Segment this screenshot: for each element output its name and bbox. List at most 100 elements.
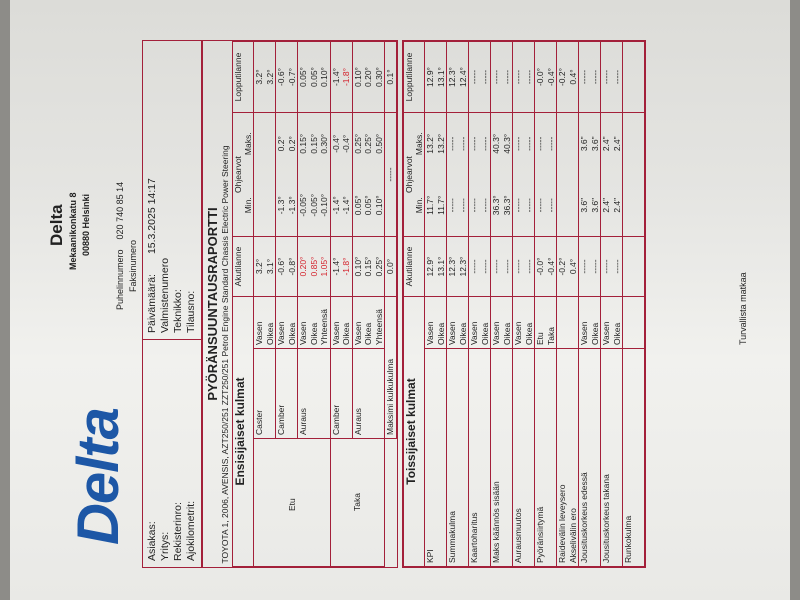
max-value: 0.50° xyxy=(373,133,384,154)
col-max: Maks. xyxy=(414,112,425,175)
side-label: Oikea xyxy=(457,322,468,345)
col-current: Akutilanne xyxy=(403,236,425,297)
max-value: 0.15° xyxy=(298,133,308,154)
table-row: KPI Vasen Oikea 12.9° 13.1° 11.7° 11.7° 13.2° 13… xyxy=(424,41,447,567)
max-value: 3.6" xyxy=(579,136,589,152)
final-value: 0.10° xyxy=(352,67,363,87)
table-row: Etu Caster Vasen Oikea 3.2° 3.1° 3.2° 3.2° xyxy=(253,41,330,567)
customer-field-label: Ajokilometrit: xyxy=(185,500,197,561)
current-value: 0.20° xyxy=(298,256,308,277)
max-value: 13.2° xyxy=(425,133,435,154)
max-value: ----- xyxy=(513,136,523,151)
angle-label: Runkokulma xyxy=(623,515,633,563)
side-label: Yhteensä xyxy=(373,309,384,345)
side-label: Oikea xyxy=(479,322,490,345)
min-value: 0.05° xyxy=(363,195,373,216)
side-label: Oikea xyxy=(308,322,319,345)
max-value: -0.4° xyxy=(341,134,351,153)
current-value: 12.9° xyxy=(425,256,435,277)
side-label: Vasen xyxy=(254,321,264,345)
report-title: PYÖRÄNSUUNTAUSRAPORTTI xyxy=(205,207,220,401)
final-value: 0.30° xyxy=(373,67,384,87)
angle-label: Akselivälin ero xyxy=(567,508,578,563)
side-label: Oikea xyxy=(611,322,622,345)
current-value: -0.6° xyxy=(276,257,286,276)
min-value: 36.3° xyxy=(491,195,501,216)
max-value: ----- xyxy=(447,136,457,151)
side-label: Vasen xyxy=(491,321,501,345)
angle-label: Auraus xyxy=(297,348,330,439)
final-value: -1.4° xyxy=(330,67,341,87)
col-spec: Ohjearvot xyxy=(232,112,243,237)
side-label: Vasen xyxy=(469,321,479,345)
min-value: 2.4" xyxy=(611,197,622,213)
section-title: Ensisijaiset kulmat xyxy=(232,296,254,567)
final-value: -0.6° xyxy=(276,67,286,87)
min-value: 3.6" xyxy=(589,197,600,213)
min-value: 2.4" xyxy=(601,197,611,213)
table-row: Maksimi kulkukulma 0.0° ----- 0.1° xyxy=(384,41,396,567)
table-row: Runkokulma xyxy=(622,41,645,567)
final-value: -0.7° xyxy=(286,67,297,87)
max-value: 13.2° xyxy=(435,133,446,154)
current-value: 1.05° xyxy=(319,256,329,277)
table-row: Pyöränsiirtymä Etu Taka -0.0° -0.4° ----- ----… xyxy=(534,41,557,567)
max-value: 0.30° xyxy=(319,133,329,154)
date-label: Päivämäärä: xyxy=(146,274,158,333)
final-value: ----- xyxy=(513,69,523,85)
current-value: 13.1° xyxy=(435,256,446,277)
min-value: ----- xyxy=(457,198,468,213)
side-label: Oikea xyxy=(589,322,600,345)
min-value: ----- xyxy=(545,198,556,213)
final-value: ----- xyxy=(523,69,534,85)
current-value: 0.4° xyxy=(567,258,578,275)
final-value: 3.2° xyxy=(254,69,264,85)
min-value: ----- xyxy=(469,198,479,213)
current-value: 3.1° xyxy=(264,258,275,275)
current-value: ----- xyxy=(611,259,622,274)
current-value: -1.8° xyxy=(341,257,351,276)
current-value: 0.15° xyxy=(363,256,373,277)
current-value: ----- xyxy=(501,259,512,274)
current-value: -0.8° xyxy=(286,257,297,276)
final-value: ----- xyxy=(479,69,490,85)
max-value: 0.2° xyxy=(276,136,286,152)
side-label: Vasen xyxy=(352,321,363,345)
axle-label: Etu xyxy=(253,438,330,567)
min-value: ----- xyxy=(479,198,490,213)
min-value: 0.10° xyxy=(373,195,384,216)
date-value: 15.3.2025 14:17 xyxy=(146,178,158,255)
side-label: Oikea xyxy=(363,322,373,345)
side-label: Vasen xyxy=(276,321,286,345)
fax-label: Faksinumero xyxy=(128,239,138,292)
customer-field-label: Yritys: xyxy=(159,531,171,561)
current-value: 0.0° xyxy=(384,236,396,297)
side-label: Vasen xyxy=(579,321,589,345)
final-value: ----- xyxy=(501,69,512,85)
final-value: ----- xyxy=(589,69,600,85)
min-value: ----- xyxy=(535,198,545,213)
max-value: 0.2° xyxy=(286,136,297,152)
col-final: Lopputilanne xyxy=(232,41,254,113)
side-label: Oikea xyxy=(435,322,446,345)
side-label: Oikea xyxy=(341,322,351,345)
current-value: -0.4° xyxy=(545,257,556,276)
angle-label: Camber xyxy=(275,348,298,439)
current-value: ----- xyxy=(469,259,479,274)
min-value: 11.7° xyxy=(435,195,446,215)
primary-angles-table: PYÖRÄNSUUNTAUSRAPORTTI TOYOTA 1, 2006, AV… xyxy=(202,40,398,568)
max-value: 2.4" xyxy=(611,136,622,152)
current-value: ----- xyxy=(523,259,534,274)
side-label: Vasen xyxy=(330,321,341,345)
final-value: 0.20° xyxy=(363,67,373,87)
col-final: Lopputilanne xyxy=(403,41,425,113)
customer-field-label: Asiakas: xyxy=(146,521,158,561)
section-title: Toissijaiset kulmat xyxy=(403,296,425,567)
current-value: ----- xyxy=(579,259,589,274)
max-value: 2.4" xyxy=(601,136,611,152)
company-contact: Puhelinnumero 020 740 85 14 Faksinumero xyxy=(114,182,140,310)
customer-field-label: Rekisterinro: xyxy=(172,502,184,561)
final-value: ----- xyxy=(491,69,501,85)
final-value: -0.2° xyxy=(557,67,567,87)
current-value: ----- xyxy=(589,259,600,274)
